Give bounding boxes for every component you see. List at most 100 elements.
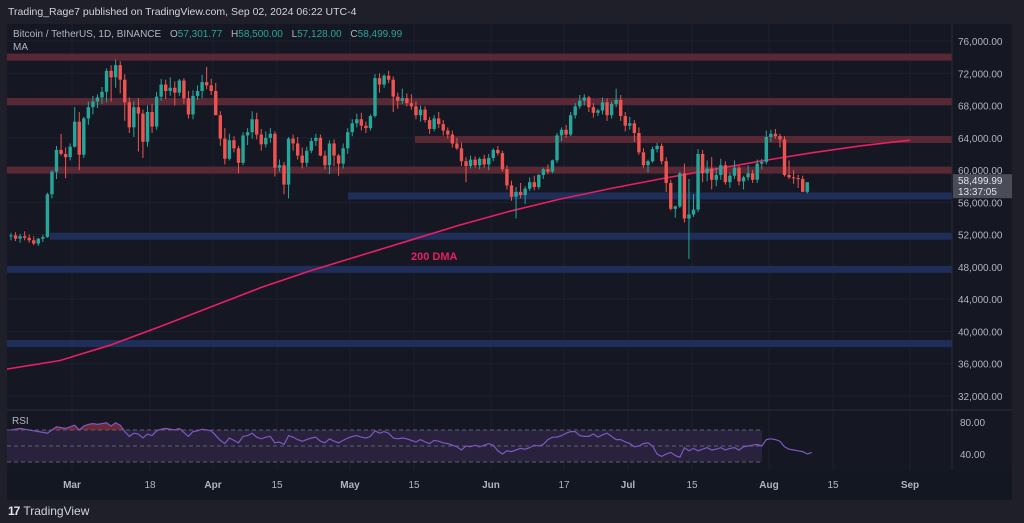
candle-body[interactable] xyxy=(227,140,232,159)
candle-body[interactable] xyxy=(518,191,523,196)
candle-body[interactable] xyxy=(305,150,309,163)
candle-body[interactable] xyxy=(214,91,218,116)
indicator-ma-label[interactable]: MA xyxy=(13,42,28,53)
candle-body[interactable] xyxy=(587,97,591,108)
candle-body[interactable] xyxy=(173,87,177,93)
candle-body[interactable] xyxy=(45,194,50,238)
candle-body[interactable] xyxy=(123,79,127,103)
candle-body[interactable] xyxy=(291,138,295,144)
candle-body[interactable] xyxy=(514,191,518,197)
candle-body[interactable] xyxy=(332,143,336,156)
candle-body[interactable] xyxy=(186,98,191,115)
candle-body[interactable] xyxy=(760,162,764,164)
candle-body[interactable] xyxy=(769,133,773,138)
candle-body[interactable] xyxy=(286,138,291,185)
candle-body[interactable] xyxy=(168,87,172,92)
candle-body[interactable] xyxy=(482,158,486,165)
candle-body[interactable] xyxy=(346,132,350,149)
candle-body[interactable] xyxy=(710,168,714,180)
candle-body[interactable] xyxy=(127,102,131,128)
current-price-tag[interactable] xyxy=(953,174,1012,199)
candle-body[interactable] xyxy=(477,158,482,166)
candle-body[interactable] xyxy=(9,235,13,237)
support-zone[interactable] xyxy=(50,232,952,240)
candle-body[interactable] xyxy=(637,132,641,153)
candle-body[interactable] xyxy=(473,159,477,166)
candle-body[interactable] xyxy=(68,146,72,158)
candle-body[interactable] xyxy=(728,175,732,183)
candle-body[interactable] xyxy=(596,110,600,113)
candle-body[interactable] xyxy=(132,107,136,128)
candle-body[interactable] xyxy=(805,182,809,192)
candle-body[interactable] xyxy=(259,134,263,145)
candle-body[interactable] xyxy=(450,134,455,144)
candle-body[interactable] xyxy=(801,178,805,192)
candle-body[interactable] xyxy=(73,121,77,147)
candle-body[interactable] xyxy=(177,80,182,93)
candle-body[interactable] xyxy=(32,240,36,244)
candle-body[interactable] xyxy=(282,165,286,185)
candle-body[interactable] xyxy=(314,137,318,142)
candle-body[interactable] xyxy=(623,116,627,126)
candle-body[interactable] xyxy=(191,95,195,115)
candle-body[interactable] xyxy=(591,107,596,113)
candle-body[interactable] xyxy=(755,163,759,180)
candle-body[interactable] xyxy=(427,120,432,129)
candle-body[interactable] xyxy=(573,106,577,116)
candle-body[interactable] xyxy=(455,143,459,149)
price-chart-canvas[interactable]: 200 DMA 76,000.00 72,000.00 68,000.00 64,000… xyxy=(7,24,1012,500)
candle-body[interactable] xyxy=(696,153,700,210)
candle-body[interactable] xyxy=(63,153,68,158)
candle-body[interactable] xyxy=(682,173,687,219)
candle-body[interactable] xyxy=(405,98,409,104)
candle-body[interactable] xyxy=(641,152,646,166)
candle-body[interactable] xyxy=(141,113,145,142)
rsi-line[interactable] xyxy=(10,422,813,458)
resistance-zone[interactable] xyxy=(7,98,952,106)
candle-body[interactable] xyxy=(400,98,404,101)
candle-body[interactable] xyxy=(264,137,268,145)
candle-body[interactable] xyxy=(245,132,250,136)
candle-body[interactable] xyxy=(614,99,618,104)
candle-body[interactable] xyxy=(300,155,304,163)
candle-body[interactable] xyxy=(350,123,354,133)
candle-body[interactable] xyxy=(341,148,345,164)
candle-body[interactable] xyxy=(95,97,100,102)
candle-body[interactable] xyxy=(568,115,573,135)
tradingview-logo[interactable]: 17 TradingView xyxy=(8,504,89,518)
candle-body[interactable] xyxy=(578,100,582,107)
chart-frame[interactable]: Bitcoin / TetherUS, 1D, BINANCE O57,301.… xyxy=(7,24,1012,500)
candle-body[interactable] xyxy=(741,177,746,182)
candle-body[interactable] xyxy=(355,119,359,124)
candle-body[interactable] xyxy=(619,99,623,117)
candle-body[interactable] xyxy=(295,143,300,156)
candle-body[interactable] xyxy=(373,78,377,117)
candle-body[interactable] xyxy=(323,155,327,166)
resistance-zone[interactable] xyxy=(7,53,952,61)
candle-body[interactable] xyxy=(86,107,91,119)
candle-body[interactable] xyxy=(414,106,418,116)
candle-body[interactable] xyxy=(750,173,755,180)
candle-body[interactable] xyxy=(13,235,18,239)
candle-body[interactable] xyxy=(555,135,559,161)
support-zone[interactable] xyxy=(7,265,952,273)
candle-body[interactable] xyxy=(250,119,254,133)
candle-body[interactable] xyxy=(582,97,586,101)
candle-body[interactable] xyxy=(764,137,768,163)
candle-body[interactable] xyxy=(605,102,609,116)
candle-body[interactable] xyxy=(487,157,491,165)
candle-body[interactable] xyxy=(609,103,614,116)
ma-200-line[interactable] xyxy=(7,139,911,370)
candle-body[interactable] xyxy=(441,124,445,131)
candle-body[interactable] xyxy=(655,145,659,150)
candle-body[interactable] xyxy=(600,102,605,111)
candle-body[interactable] xyxy=(500,153,505,170)
candle-body[interactable] xyxy=(537,174,541,188)
candle-body[interactable] xyxy=(423,109,427,121)
candle-body[interactable] xyxy=(232,140,236,149)
candle-body[interactable] xyxy=(437,118,441,125)
candle-body[interactable] xyxy=(773,133,778,137)
candle-body[interactable] xyxy=(204,82,209,86)
candle-body[interactable] xyxy=(327,143,332,166)
candle-body[interactable] xyxy=(509,185,514,197)
